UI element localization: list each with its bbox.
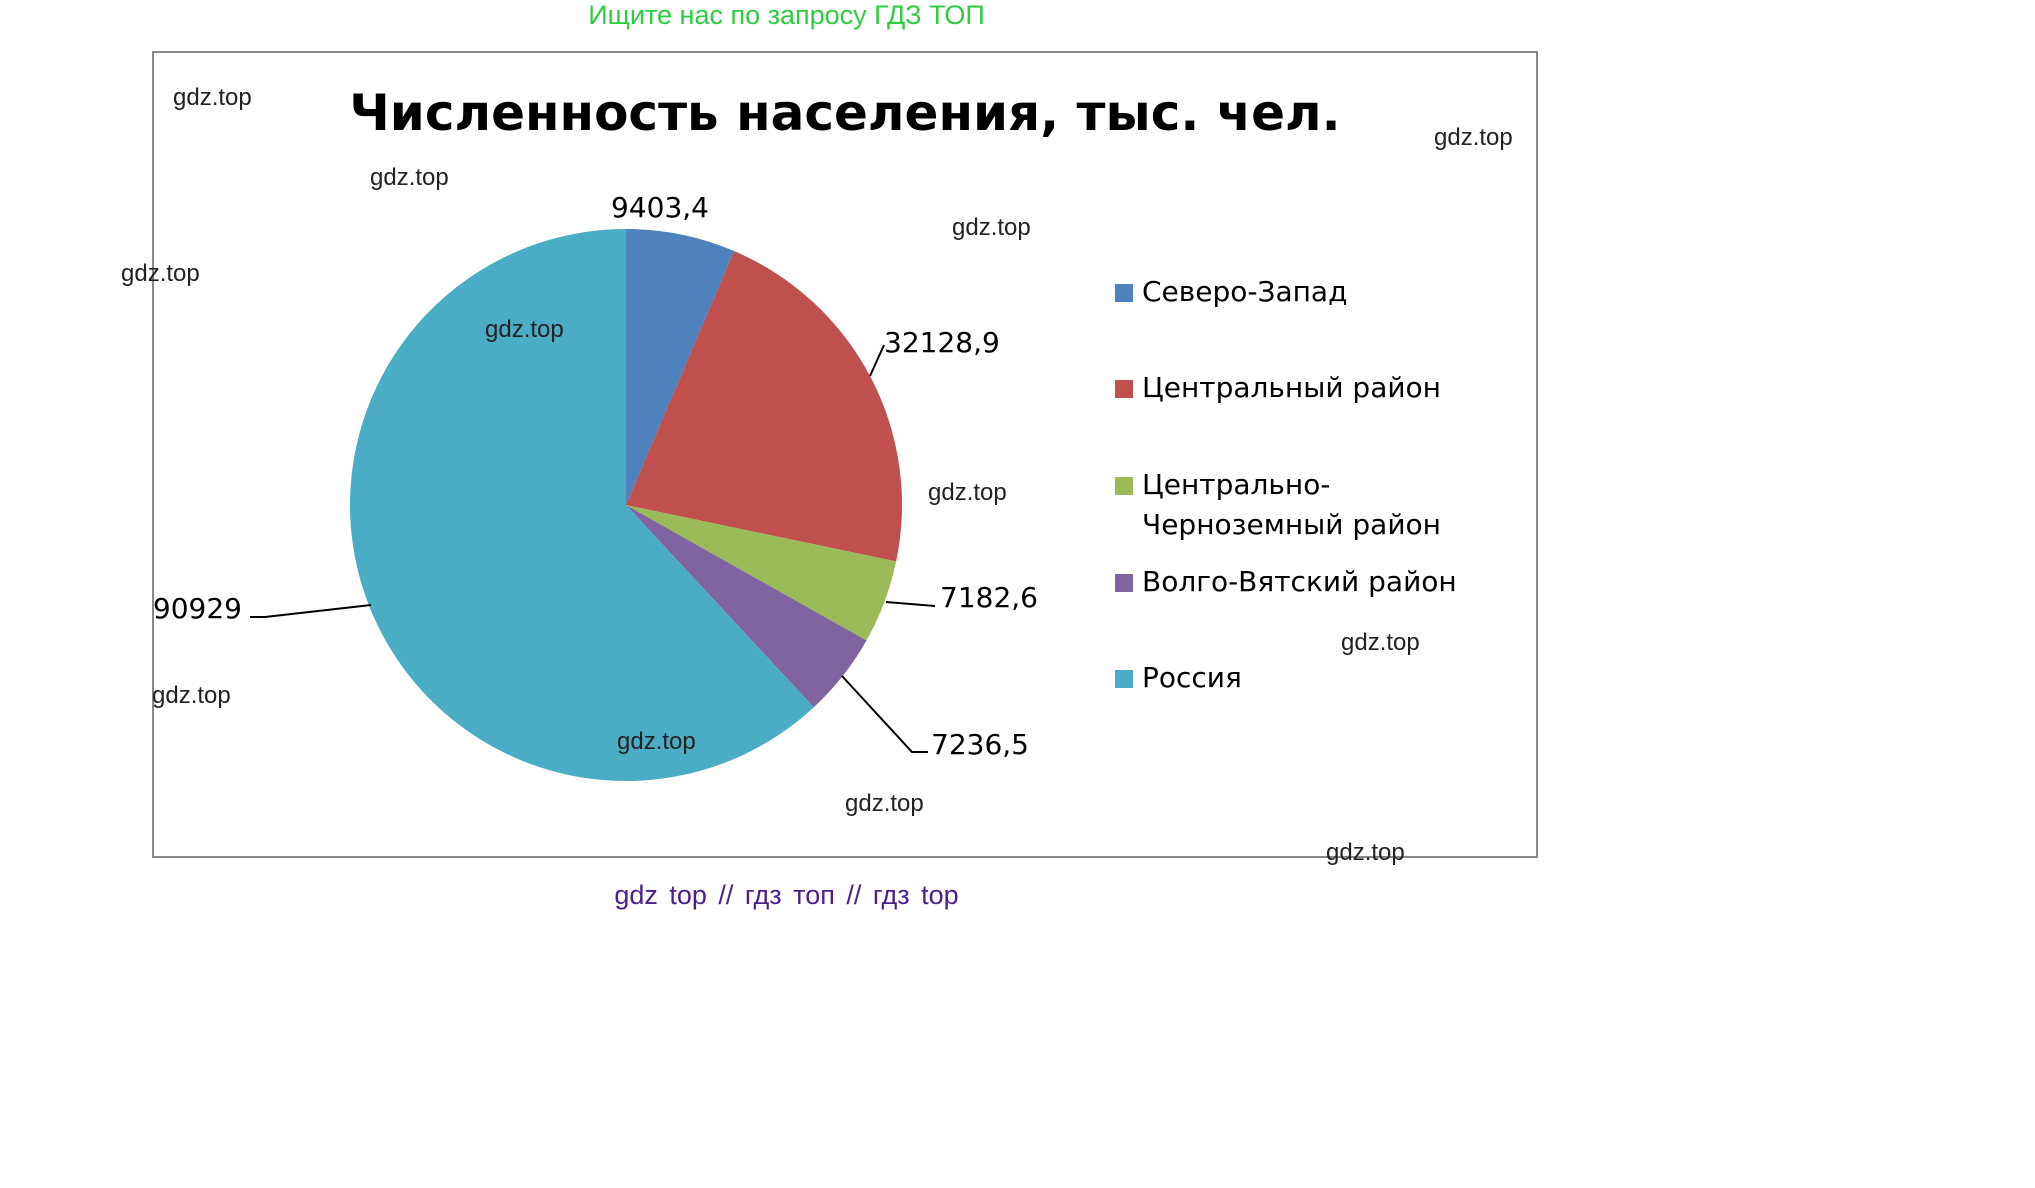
data-label: 7182,6 (940, 581, 1038, 614)
legend-swatch (1115, 477, 1133, 495)
bottom-banner: gdz top // гдз топ // гдз top (614, 880, 959, 910)
watermark: gdz.top (173, 84, 252, 111)
legend-swatch (1115, 670, 1133, 688)
pie-slice (626, 505, 897, 641)
watermark: gdz.top (617, 728, 696, 755)
legend-swatch (1115, 574, 1133, 592)
data-label: 90929 (153, 592, 242, 625)
legend-label: Волго-Вятский район (1142, 565, 1457, 598)
watermark: gdz.top (152, 682, 231, 709)
data-label: 7236,5 (931, 728, 1029, 761)
watermark: gdz.top (928, 479, 1007, 506)
pie-slice (350, 229, 814, 781)
pie-slice (626, 251, 903, 562)
chart-title: Численность населения, тыс. чел. (349, 84, 1341, 142)
chart-area (152, 51, 1538, 858)
legend-swatch (1115, 284, 1133, 302)
legend-swatch (1115, 380, 1133, 398)
pie-slice (626, 229, 735, 505)
leader-line (841, 675, 928, 753)
top-banner: Ищите нас по запросу ГДЗ ТОП (588, 0, 985, 30)
data-label: 9403,4 (611, 191, 709, 224)
watermark: gdz.top (845, 790, 924, 817)
legend-label: Россия (1142, 661, 1242, 694)
watermark: gdz.top (485, 316, 564, 343)
watermark: gdz.top (1326, 839, 1405, 866)
legend-item: Россия (1115, 658, 1522, 698)
watermark: gdz.top (952, 214, 1031, 241)
data-label: 32128,9 (884, 326, 1000, 359)
watermark: gdz.top (370, 164, 449, 191)
watermark: gdz.top (1434, 124, 1513, 151)
legend-label: Северо-Запад (1142, 275, 1348, 308)
legend-label: Центральный район (1142, 371, 1441, 404)
leader-line (885, 601, 936, 607)
leader-line (869, 344, 885, 377)
pie-slice (626, 505, 867, 708)
legend-item: Северо-Запад (1115, 272, 1522, 312)
legend-item: Центрально-Черноземный район (1115, 465, 1522, 545)
legend-item: Волго-Вятский район (1115, 562, 1522, 602)
legend-label: Центрально-Черноземный район (1142, 468, 1441, 541)
legend-item: Центральный район (1115, 368, 1522, 408)
leader-line (250, 604, 372, 618)
watermark: gdz.top (121, 260, 200, 287)
watermark: gdz.top (1341, 629, 1420, 656)
